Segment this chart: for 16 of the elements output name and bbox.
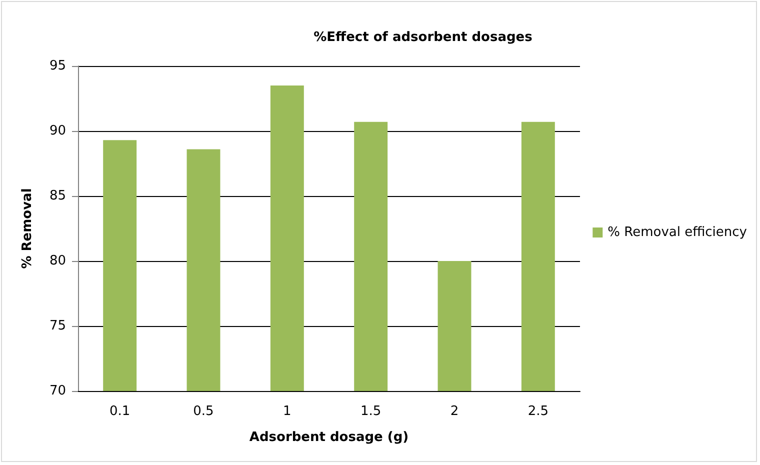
y-tick-label: 85 xyxy=(49,188,66,204)
legend-label: % Removal efficiency xyxy=(608,225,748,240)
y-tick-label: 90 xyxy=(49,124,66,138)
y-tick-label: 75 xyxy=(49,318,66,334)
y-tick-label: 95 xyxy=(49,58,66,74)
x-tick-label: 1 xyxy=(283,404,292,419)
chart-title: %Effect of adsorbent dosages xyxy=(314,30,533,45)
y-tick-label: 70 xyxy=(49,384,66,398)
x-tick-label: 2 xyxy=(450,404,459,419)
x-tick-label: 1.5 xyxy=(360,404,382,419)
x-tick-label: 0.5 xyxy=(193,404,214,419)
y-axis-title: % Removal xyxy=(20,188,35,269)
x-axis-title: Adsorbent dosage (g) xyxy=(249,430,409,445)
x-tick-label: 2.5 xyxy=(528,404,549,419)
x-tick-label: 0.1 xyxy=(109,404,130,419)
y-tick-label: 80 xyxy=(49,254,66,268)
